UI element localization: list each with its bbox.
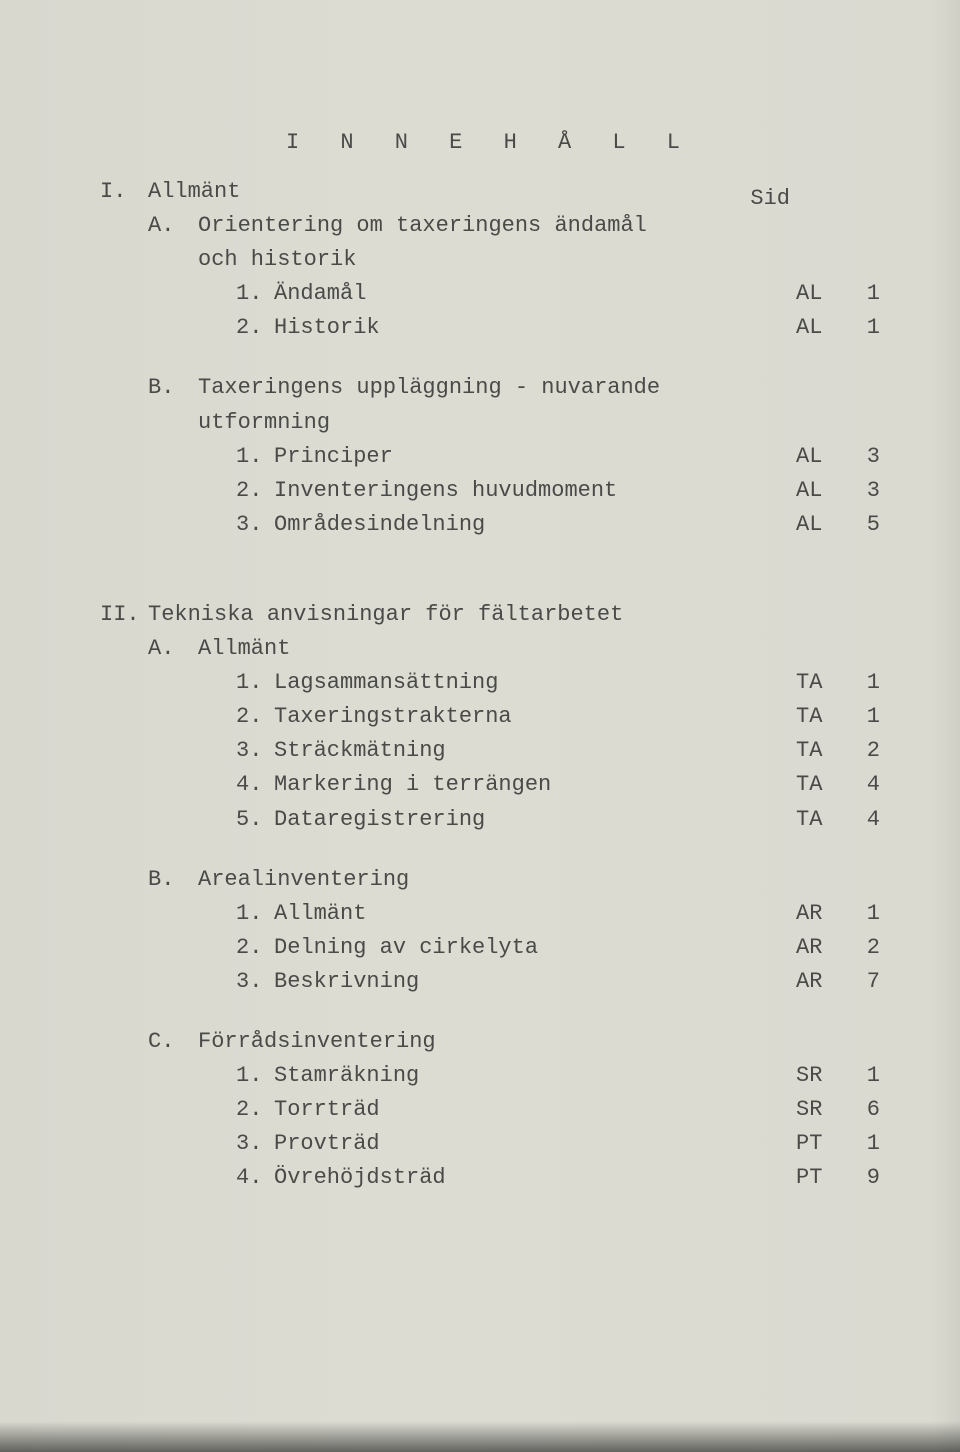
item-number: 1. bbox=[236, 1059, 274, 1093]
item-label: Principer bbox=[274, 440, 796, 474]
item-number: 2. bbox=[236, 700, 274, 734]
item-label: Ändamål bbox=[274, 277, 796, 311]
item-label: Dataregistrering bbox=[274, 803, 796, 837]
item-page: 1 bbox=[852, 897, 880, 931]
item-number: 1. bbox=[236, 277, 274, 311]
item-code: TA bbox=[796, 666, 852, 700]
item-label: Övrehöjdsträd bbox=[274, 1161, 796, 1195]
item-code: SR bbox=[796, 1059, 852, 1093]
item-label: Inventeringens huvudmoment bbox=[274, 474, 796, 508]
item-label: Områdesindelning bbox=[274, 508, 796, 542]
item-page: 4 bbox=[852, 768, 880, 802]
item-number: 1. bbox=[236, 440, 274, 474]
item-label: Allmänt bbox=[274, 897, 796, 931]
subsection-marker: B. bbox=[148, 371, 198, 405]
subsection-marker: C. bbox=[148, 1025, 198, 1059]
sid-heading: Sid bbox=[750, 186, 790, 211]
item-code: AR bbox=[796, 931, 852, 965]
item-number: 2. bbox=[236, 474, 274, 508]
subsection-label: Förrådsinventering bbox=[198, 1025, 796, 1059]
item-code: TA bbox=[796, 700, 852, 734]
item-number: 2. bbox=[236, 931, 274, 965]
section-I-B: B. Taxeringens uppläggning - nuvarande u… bbox=[100, 371, 880, 541]
document-page: I N N E H Å L L Sid I. Allmänt A. Orient… bbox=[0, 0, 960, 1452]
subsection-label-cont: utformning bbox=[198, 406, 796, 440]
section-II-C: C. Förrådsinventering 1. Stamräkning SR … bbox=[100, 1025, 880, 1195]
item-code: SR bbox=[796, 1093, 852, 1127]
item-code: TA bbox=[796, 803, 852, 837]
item-number: 5. bbox=[236, 803, 274, 837]
item-number: 4. bbox=[236, 1161, 274, 1195]
item-number: 1. bbox=[236, 666, 274, 700]
section-label: Tekniska anvisningar för fältarbetet bbox=[148, 598, 796, 632]
item-number: 3. bbox=[236, 965, 274, 999]
item-code: TA bbox=[796, 734, 852, 768]
item-code: AL bbox=[796, 440, 852, 474]
item-label: Taxeringstrakterna bbox=[274, 700, 796, 734]
subsection-label: Taxeringens uppläggning - nuvarande bbox=[198, 371, 796, 405]
item-label: Beskrivning bbox=[274, 965, 796, 999]
item-label: Lagsammansättning bbox=[274, 666, 796, 700]
section-II: II. Tekniska anvisningar för fältarbetet… bbox=[100, 598, 880, 837]
item-code: AL bbox=[796, 311, 852, 345]
section-label: Allmänt bbox=[148, 175, 796, 209]
item-number: 2. bbox=[236, 311, 274, 345]
item-page: 5 bbox=[852, 508, 880, 542]
item-label: Torrträd bbox=[274, 1093, 796, 1127]
section-marker: I. bbox=[100, 175, 148, 209]
item-page: 3 bbox=[852, 440, 880, 474]
item-page: 6 bbox=[852, 1093, 880, 1127]
item-number: 3. bbox=[236, 734, 274, 768]
item-number: 2. bbox=[236, 1093, 274, 1127]
subsection-marker: B. bbox=[148, 863, 198, 897]
item-code: AR bbox=[796, 965, 852, 999]
section-II-B: B. Arealinventering 1. Allmänt AR 1 2. D… bbox=[100, 863, 880, 999]
subsection-label: Arealinventering bbox=[198, 863, 796, 897]
item-page: 1 bbox=[852, 1059, 880, 1093]
item-page: 2 bbox=[852, 734, 880, 768]
item-page: 2 bbox=[852, 931, 880, 965]
item-label: Delning av cirkelyta bbox=[274, 931, 796, 965]
item-code: AL bbox=[796, 474, 852, 508]
item-page: 1 bbox=[852, 311, 880, 345]
item-label: Provträd bbox=[274, 1127, 796, 1161]
item-page: 7 bbox=[852, 965, 880, 999]
item-number: 3. bbox=[236, 508, 274, 542]
subsection-label-cont: och historik bbox=[198, 243, 796, 277]
item-page: 3 bbox=[852, 474, 880, 508]
item-code: AL bbox=[796, 277, 852, 311]
item-code: AR bbox=[796, 897, 852, 931]
item-page: 1 bbox=[852, 1127, 880, 1161]
item-code: TA bbox=[796, 768, 852, 802]
item-code: PT bbox=[796, 1161, 852, 1195]
item-number: 1. bbox=[236, 897, 274, 931]
item-page: 9 bbox=[852, 1161, 880, 1195]
subsection-label: Orientering om taxeringens ändamål bbox=[198, 209, 796, 243]
subsection-marker: A. bbox=[148, 209, 198, 243]
subsection-label: Allmänt bbox=[198, 632, 796, 666]
item-label: Sträckmätning bbox=[274, 734, 796, 768]
item-number: 3. bbox=[236, 1127, 274, 1161]
item-page: 1 bbox=[852, 700, 880, 734]
item-code: AL bbox=[796, 508, 852, 542]
item-number: 4. bbox=[236, 768, 274, 802]
item-code: PT bbox=[796, 1127, 852, 1161]
section-marker: II. bbox=[100, 598, 148, 632]
item-label: Stamräkning bbox=[274, 1059, 796, 1093]
item-label: Markering i terrängen bbox=[274, 768, 796, 802]
subsection-marker: A. bbox=[148, 632, 198, 666]
item-label: Historik bbox=[274, 311, 796, 345]
item-page: 1 bbox=[852, 277, 880, 311]
item-page: 1 bbox=[852, 666, 880, 700]
item-page: 4 bbox=[852, 803, 880, 837]
page-title: I N N E H Å L L bbox=[100, 130, 880, 155]
